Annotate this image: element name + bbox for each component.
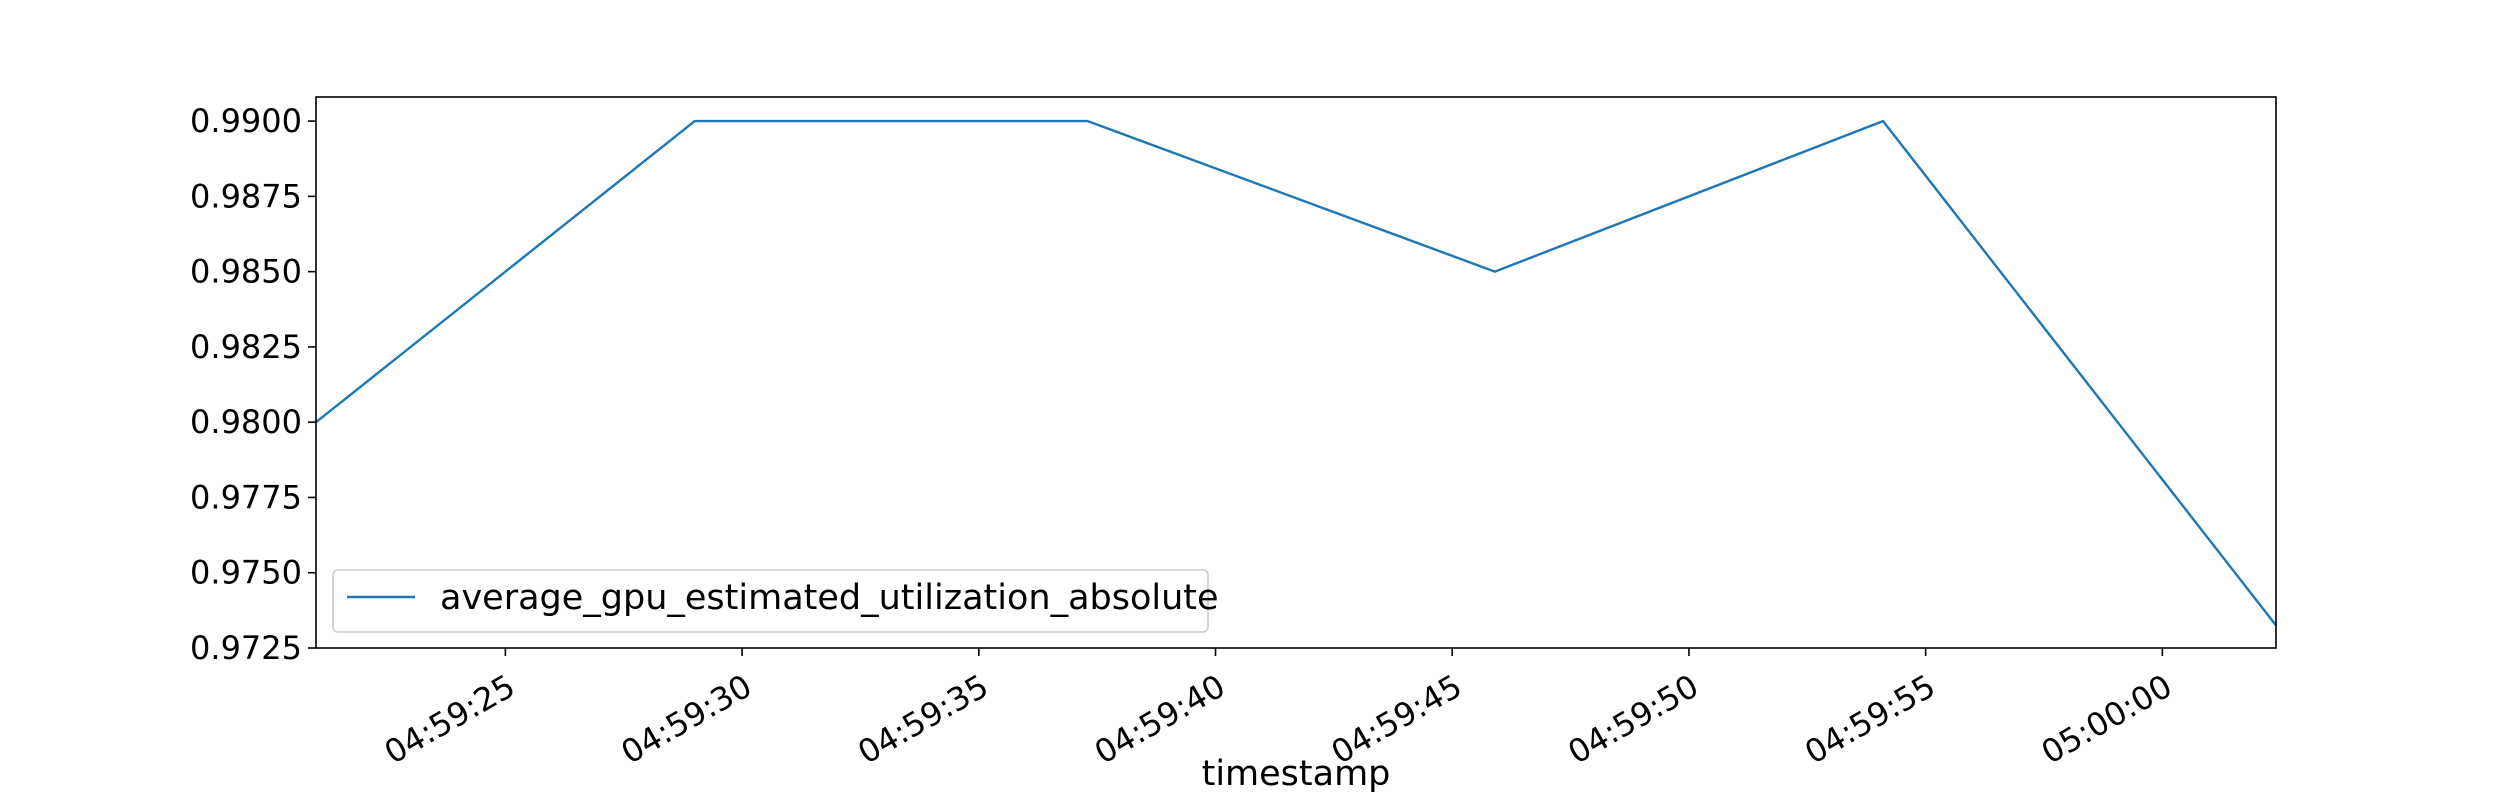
x-tick-label: 04:59:30 bbox=[615, 667, 758, 772]
x-axis-title: timestamp bbox=[1202, 754, 1391, 794]
data-point bbox=[692, 118, 698, 124]
y-tick-label: 0.9800 bbox=[190, 403, 302, 441]
y-axis: 0.9725 0.9750 0.9775 0.9800 0.9825 0.9850 0.98… bbox=[190, 102, 316, 667]
x-tick-label: 05:00:00 bbox=[2035, 667, 2178, 772]
y-tick-label: 0.9750 bbox=[190, 554, 302, 592]
y-tick-label: 0.9775 bbox=[190, 478, 302, 516]
legend-label: average_gpu_estimated_utilization_absolu… bbox=[440, 578, 1219, 618]
x-tick-label: 04:59:35 bbox=[851, 667, 994, 772]
data-point bbox=[1492, 269, 1498, 275]
series-layer bbox=[315, 118, 2277, 627]
x-tick-label: 04:59:55 bbox=[1798, 667, 1941, 772]
data-point bbox=[1880, 118, 1886, 124]
y-tick-label: 0.9725 bbox=[190, 629, 302, 667]
x-tick-label: 04:59:25 bbox=[378, 667, 521, 772]
y-tick-label: 0.9825 bbox=[190, 328, 302, 366]
y-tick-label: 0.9900 bbox=[190, 102, 302, 140]
y-tick-label: 0.9875 bbox=[190, 177, 302, 215]
series-line bbox=[315, 119, 2277, 627]
legend: average_gpu_estimated_utilization_absolu… bbox=[332, 569, 1219, 633]
x-tick-label: 04:59:50 bbox=[1561, 667, 1704, 772]
legend-box bbox=[332, 569, 1209, 633]
plot-frame bbox=[315, 96, 2277, 649]
data-point bbox=[1085, 118, 1091, 124]
y-tick-label: 0.9850 bbox=[190, 253, 302, 291]
